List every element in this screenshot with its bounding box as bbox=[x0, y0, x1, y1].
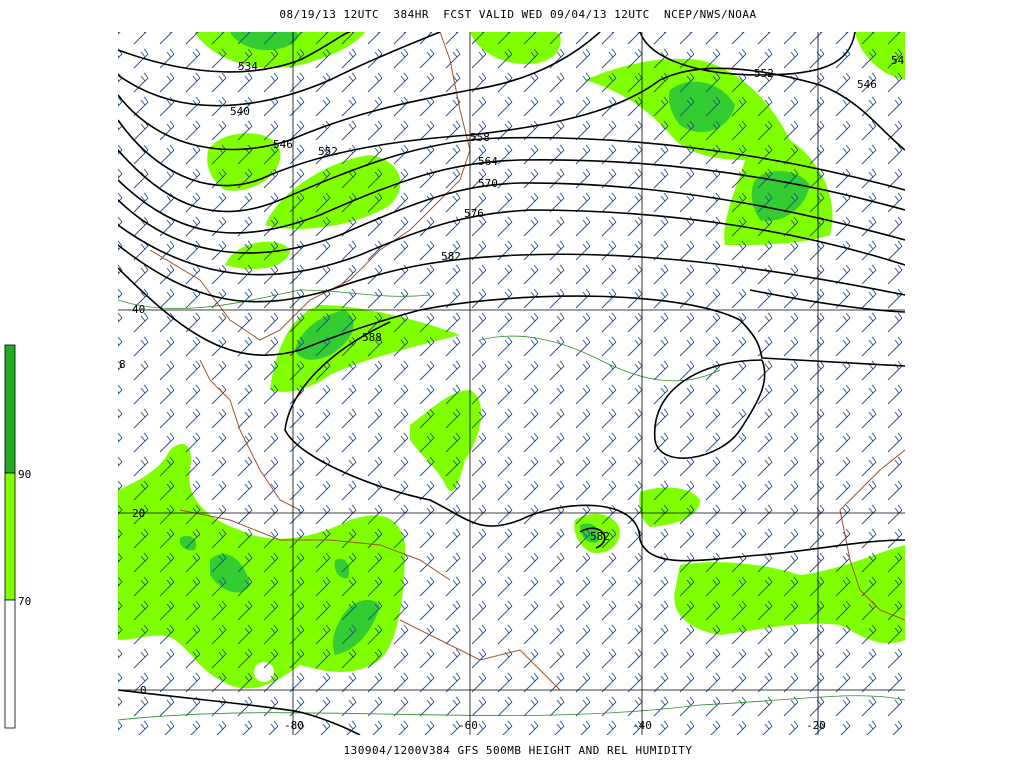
lat-label: 20 bbox=[132, 507, 145, 520]
contour-label: 582 bbox=[441, 250, 461, 263]
lat-label: 40 bbox=[132, 303, 145, 316]
colorbar: 90 70 bbox=[4, 344, 31, 729]
lon-label: -40 bbox=[632, 719, 652, 732]
colorbar-segment bbox=[4, 344, 16, 474]
contour-label: 540 bbox=[230, 105, 250, 118]
contour-label: 558 bbox=[470, 131, 490, 144]
contour-label: 552 bbox=[318, 145, 338, 158]
contour-label: 534 bbox=[238, 60, 258, 73]
coastlines bbox=[149, 32, 905, 691]
lat-label: 0 bbox=[140, 684, 147, 697]
lat-lon-labels: 40 8 20 0 -80 -60 -40 -20 bbox=[119, 303, 826, 732]
lat-label: 8 bbox=[119, 358, 126, 371]
colorbar-segment bbox=[4, 599, 16, 729]
header-title: 08/19/13 12UTC 384HR FCST VALID WED 09/0… bbox=[279, 8, 756, 21]
lon-label: -60 bbox=[458, 719, 478, 732]
footer-caption: 130904/1200V384 GFS 500MB HEIGHT AND REL… bbox=[343, 744, 692, 757]
colorbar-label: 90 bbox=[18, 468, 31, 481]
contour-label: 546 bbox=[857, 78, 877, 91]
lon-label: -20 bbox=[806, 719, 826, 732]
colorbar-segment bbox=[4, 472, 16, 601]
contour-label: 570 bbox=[478, 177, 498, 190]
height-contours bbox=[118, 32, 905, 735]
map-area: 534 540 546 552 558 564 570 576 582 588 … bbox=[118, 32, 905, 735]
grid-lines bbox=[118, 32, 905, 735]
contour-label: 54 bbox=[891, 54, 905, 67]
contour-label: 576 bbox=[464, 207, 484, 220]
contour-label: 588 bbox=[362, 331, 382, 344]
colorbar-label: 70 bbox=[18, 595, 31, 608]
contour-label: 552 bbox=[754, 67, 774, 80]
contour-label: 564 bbox=[478, 155, 498, 168]
contour-label: 582 bbox=[590, 530, 610, 543]
contour-labels: 534 540 546 552 558 564 570 576 582 588 … bbox=[230, 54, 905, 543]
contour-label: 546 bbox=[273, 138, 293, 151]
lon-label: -80 bbox=[284, 719, 304, 732]
